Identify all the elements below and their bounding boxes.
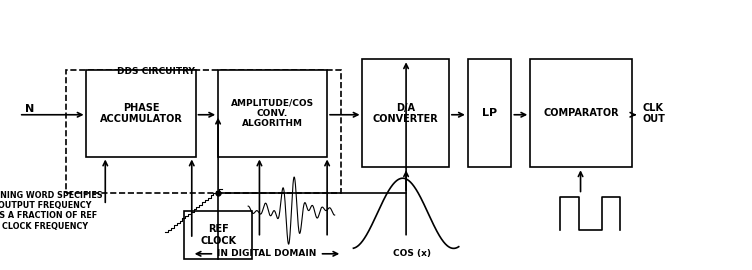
FancyBboxPatch shape [530, 59, 632, 167]
Text: IN DIGITAL DOMAIN: IN DIGITAL DOMAIN [217, 249, 317, 258]
Text: D/A
CONVERTER: D/A CONVERTER [373, 103, 438, 124]
Text: LP: LP [482, 108, 497, 119]
FancyBboxPatch shape [184, 211, 252, 259]
Text: N: N [26, 104, 35, 114]
Text: COS (x): COS (x) [393, 249, 431, 258]
FancyBboxPatch shape [468, 59, 511, 167]
Text: REF
CLOCK: REF CLOCK [200, 224, 236, 246]
Text: AMPLITUDE/COS
CONV.
ALGORITHM: AMPLITUDE/COS CONV. ALGORITHM [231, 99, 314, 128]
FancyBboxPatch shape [86, 70, 196, 157]
Text: TUNING WORD SPECIFIES
OUTPUT FREQUENCY
AS A FRACTION OF REF
CLOCK FREQUENCY: TUNING WORD SPECIFIES OUTPUT FREQUENCY A… [0, 191, 102, 231]
Text: PHASE
ACCUMULATOR: PHASE ACCUMULATOR [99, 103, 183, 124]
FancyBboxPatch shape [218, 70, 327, 157]
Text: CLK
OUT: CLK OUT [643, 103, 666, 124]
Text: DDS CIRCUITRY: DDS CIRCUITRY [117, 67, 195, 76]
Text: COMPARATOR: COMPARATOR [543, 108, 619, 119]
FancyBboxPatch shape [362, 59, 449, 167]
